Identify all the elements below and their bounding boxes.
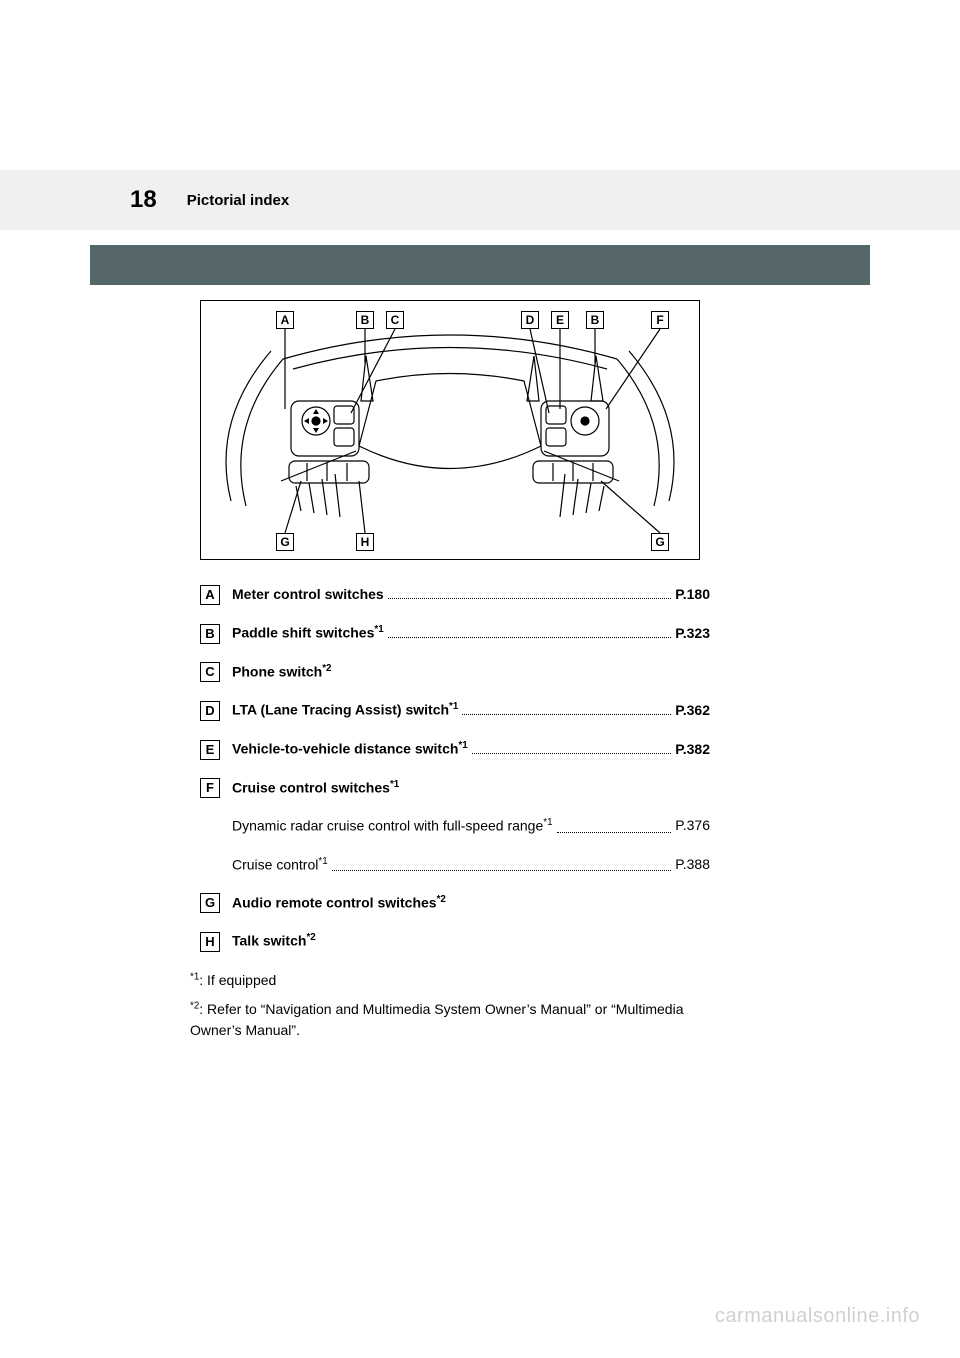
item-label: LTA (Lane Tracing Assist) switch*1 bbox=[232, 700, 458, 720]
figure-callout-C: C bbox=[386, 311, 404, 329]
footnote-ref: *1 bbox=[449, 701, 458, 712]
item-label: Cruise control switches*1 bbox=[232, 778, 399, 798]
index-item: B Paddle shift switches*1 P.323 bbox=[200, 623, 710, 644]
item-label: Audio remote control switches*2 bbox=[232, 893, 446, 913]
manual-page: 18 Pictorial index bbox=[0, 0, 960, 1358]
section-title: Pictorial index bbox=[187, 192, 290, 209]
page-reference: P.388 bbox=[675, 855, 710, 875]
item-label: Paddle shift switches*1 bbox=[232, 623, 384, 643]
page-reference: P.180 bbox=[675, 585, 710, 605]
footnote-text: : Refer to “Navigation and Multimedia Sy… bbox=[190, 1001, 684, 1038]
footnote-ref: *1 bbox=[374, 624, 383, 635]
item-letter-box: E bbox=[200, 740, 220, 760]
item-label: Meter control switches bbox=[232, 585, 384, 605]
leader-dots bbox=[388, 637, 672, 638]
page-header: 18 Pictorial index bbox=[0, 170, 960, 230]
item-label: Phone switch*2 bbox=[232, 662, 332, 682]
index-sub-item: Cruise control*1 P.388 bbox=[200, 855, 710, 875]
index-item: F Cruise control switches*1 bbox=[200, 778, 710, 799]
item-label: Dynamic radar cruise control with full-s… bbox=[232, 816, 553, 836]
footnote-ref: *1 bbox=[543, 817, 552, 828]
index-item: H Talk switch*2 bbox=[200, 931, 710, 952]
footnote-ref: *2 bbox=[322, 663, 331, 674]
figure-callout-G: G bbox=[276, 533, 294, 551]
leader-dots bbox=[472, 753, 672, 754]
page-reference: P.323 bbox=[675, 624, 710, 644]
figure-callout-H: H bbox=[356, 533, 374, 551]
footnote-ref: *1 bbox=[318, 856, 327, 867]
item-letter-box: D bbox=[200, 701, 220, 721]
steering-wheel-figure: ABCDEBFGHG bbox=[200, 300, 700, 560]
figure-callout-F: F bbox=[651, 311, 669, 329]
steering-wheel-illustration bbox=[201, 301, 699, 559]
figure-callout-E: E bbox=[551, 311, 569, 329]
footnote: *2: Refer to “Navigation and Multimedia … bbox=[190, 999, 710, 1041]
index-item: E Vehicle-to-vehicle distance switch*1 P.3… bbox=[200, 739, 710, 760]
page-reference: P.376 bbox=[675, 816, 710, 836]
footnote-marker: *2 bbox=[190, 1000, 199, 1011]
item-label: Talk switch*2 bbox=[232, 931, 316, 951]
figure-callout-B: B bbox=[586, 311, 604, 329]
footnote-text: : If equipped bbox=[199, 972, 276, 988]
footnote-ref: *2 bbox=[306, 932, 315, 943]
footnote: *1: If equipped bbox=[190, 970, 710, 991]
index-item: G Audio remote control switches*2 bbox=[200, 893, 710, 914]
item-label: Cruise control*1 bbox=[232, 855, 328, 875]
leader-dots bbox=[332, 855, 672, 871]
figure-callout-B: B bbox=[356, 311, 374, 329]
leader-dots bbox=[462, 714, 671, 715]
item-letter-box: A bbox=[200, 585, 220, 605]
figure-callout-A: A bbox=[276, 311, 294, 329]
item-letter-box: F bbox=[200, 778, 220, 798]
item-letter-box: G bbox=[200, 893, 220, 913]
figure-callout-D: D bbox=[521, 311, 539, 329]
chapter-color-bar bbox=[90, 245, 870, 285]
item-letter-box: H bbox=[200, 932, 220, 952]
item-label: Vehicle-to-vehicle distance switch*1 bbox=[232, 739, 468, 759]
footnote-marker: *1 bbox=[190, 971, 199, 982]
item-letter-box: C bbox=[200, 662, 220, 682]
footnote-ref: *2 bbox=[437, 894, 446, 905]
index-item: D LTA (Lane Tracing Assist) switch*1 P.362 bbox=[200, 700, 710, 721]
index-item: A Meter control switches P.180 bbox=[200, 585, 710, 605]
footnote-ref: *1 bbox=[458, 740, 467, 751]
page-reference: P.362 bbox=[675, 701, 710, 721]
footnote-ref: *1 bbox=[390, 779, 399, 790]
index-sub-item: Dynamic radar cruise control with full-s… bbox=[200, 816, 710, 836]
leader-dots bbox=[557, 816, 672, 832]
watermark-text: carmanualsonline.info bbox=[715, 1305, 920, 1328]
page-reference: P.382 bbox=[675, 740, 710, 760]
page-number: 18 bbox=[130, 186, 157, 214]
leader-dots bbox=[388, 598, 672, 599]
figure-callout-G: G bbox=[651, 533, 669, 551]
index-list: A Meter control switches P.180 B Paddle shif… bbox=[200, 585, 710, 1049]
index-item: C Phone switch*2 bbox=[200, 662, 710, 683]
item-letter-box: B bbox=[200, 624, 220, 644]
